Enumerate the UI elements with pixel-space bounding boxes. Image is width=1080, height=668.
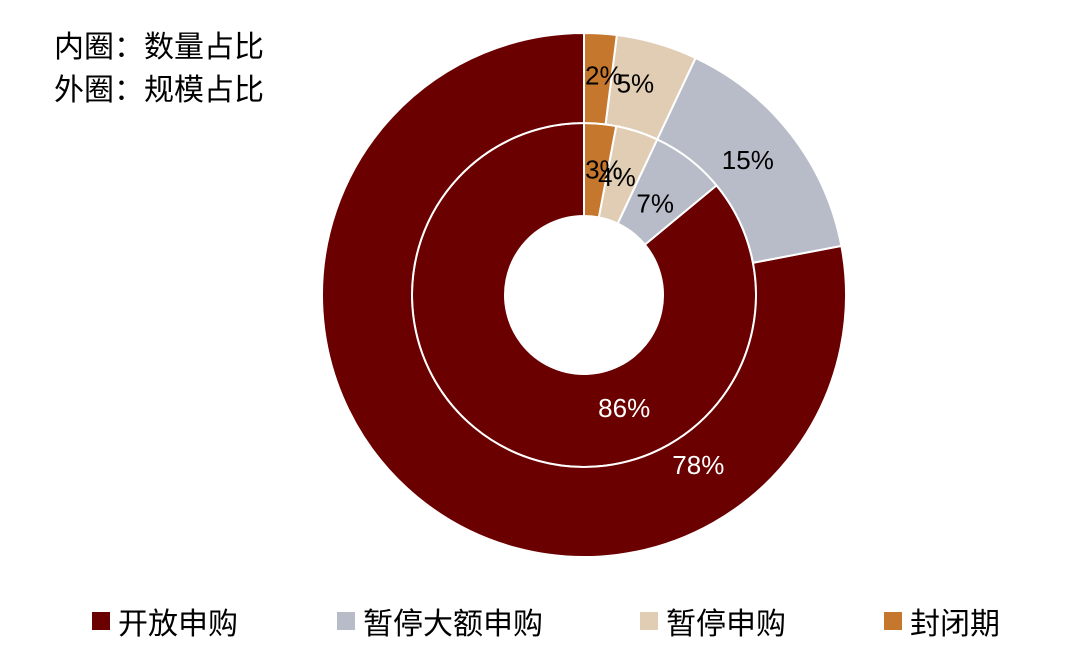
legend-swatch-large-suspended bbox=[337, 612, 355, 630]
legend-label-closed: 封闭期 bbox=[910, 607, 1000, 642]
legend-swatch-suspended bbox=[640, 612, 658, 630]
legend-label-large-suspended: 暂停大额申购 bbox=[363, 607, 543, 642]
outer-label-closed: 2% bbox=[585, 60, 623, 90]
legend-label-suspended: 暂停申购 bbox=[666, 607, 786, 642]
inner-label-closed: 3% bbox=[585, 155, 623, 185]
outer-label-suspended: 5% bbox=[617, 69, 655, 99]
outer-slice-open bbox=[321, 31, 847, 558]
outer-ring-note: 外圈：规模占比 bbox=[54, 73, 264, 108]
outer-slice-large-suspended bbox=[655, 56, 843, 264]
outer-slice-closed bbox=[583, 31, 618, 126]
inner-label-suspended: 4% bbox=[598, 162, 636, 192]
legend-item-large-suspended: 暂停大额申购 bbox=[337, 596, 543, 646]
chart-note: 内圈：数量占比 外圈：规模占比 bbox=[54, 26, 264, 112]
legend-item-open: 开放申购 bbox=[92, 596, 238, 646]
inner-label-open: 86% bbox=[598, 393, 650, 423]
legend-swatch-closed bbox=[884, 612, 902, 630]
outer-label-large-suspended: 15% bbox=[722, 145, 774, 175]
outer-slice-suspended bbox=[604, 33, 697, 141]
legend-swatch-open bbox=[92, 612, 110, 630]
legend-item-suspended: 暂停申购 bbox=[640, 596, 786, 646]
legend-item-closed: 封闭期 bbox=[884, 596, 1000, 646]
legend-label-open: 开放申购 bbox=[118, 607, 238, 642]
nested-donut-chart: 86% 7%4%3% 78% 15% 5%2% bbox=[321, 31, 847, 558]
outer-label-open: 78% bbox=[672, 450, 724, 480]
inner-label-large-suspended: 7% bbox=[636, 188, 674, 218]
chart-legend: 开放申购 暂停大额申购 暂停申购 封闭期 bbox=[0, 596, 1080, 646]
inner-ring-note: 内圈：数量占比 bbox=[54, 30, 264, 65]
